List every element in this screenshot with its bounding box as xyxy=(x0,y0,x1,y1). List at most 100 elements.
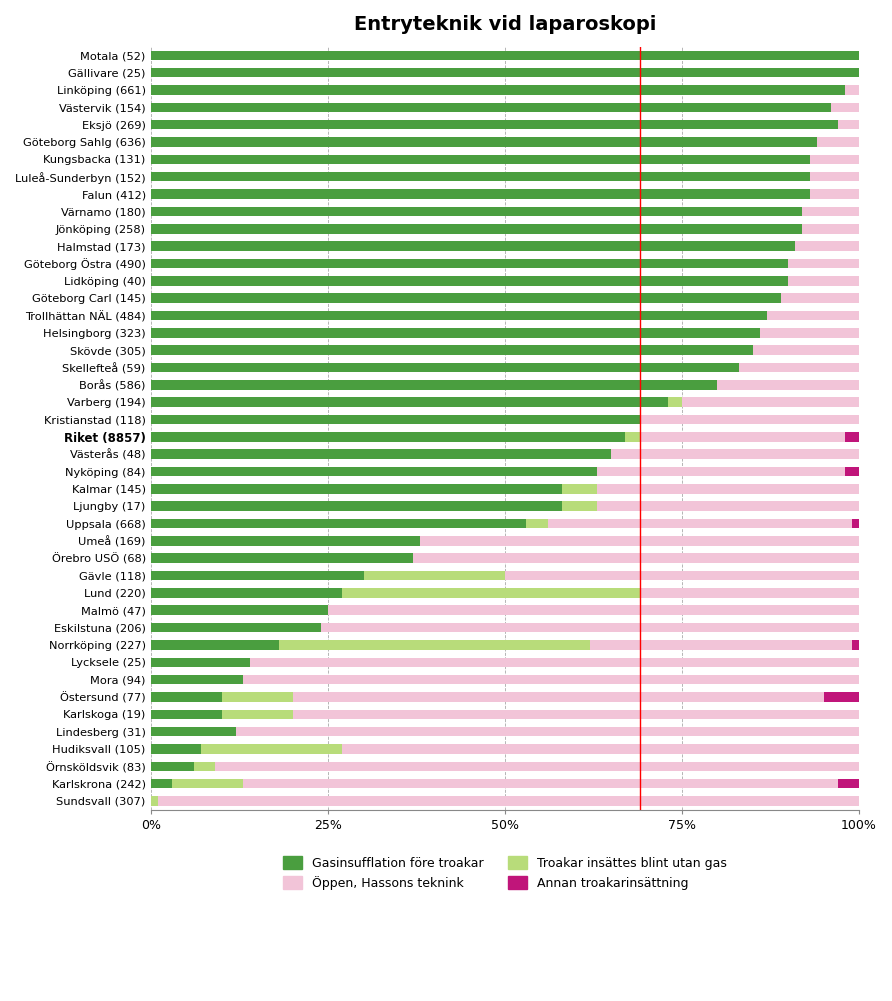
Bar xyxy=(413,554,859,563)
Bar xyxy=(151,102,830,112)
Bar xyxy=(151,51,859,60)
Bar xyxy=(151,589,343,598)
Bar xyxy=(151,120,838,129)
Bar xyxy=(158,796,859,806)
Bar xyxy=(845,85,859,95)
Bar xyxy=(151,328,760,337)
Bar xyxy=(151,154,810,164)
Bar xyxy=(343,744,859,754)
Bar xyxy=(278,641,591,650)
Bar xyxy=(201,744,343,754)
Bar xyxy=(420,537,859,546)
Bar xyxy=(796,241,859,251)
Bar xyxy=(838,779,859,789)
Bar xyxy=(823,692,859,702)
Bar xyxy=(789,276,859,285)
Legend: Gasinsufflation före troakar, Öppen, Hassons teknink, Troakar insättes blint uta: Gasinsufflation före troakar, Öppen, Has… xyxy=(278,851,732,895)
Bar xyxy=(222,710,293,719)
Bar xyxy=(293,692,823,702)
Bar xyxy=(845,432,859,441)
Bar xyxy=(803,224,859,233)
Bar xyxy=(151,310,767,320)
Bar xyxy=(597,484,859,493)
Bar xyxy=(640,432,845,441)
Bar xyxy=(151,224,803,233)
Title: Entryteknik vid laparoskopi: Entryteknik vid laparoskopi xyxy=(354,15,657,34)
Bar xyxy=(151,362,739,372)
Bar xyxy=(810,154,859,164)
Bar xyxy=(151,432,625,441)
Bar xyxy=(293,710,859,719)
Bar xyxy=(151,258,789,268)
Bar xyxy=(151,658,251,667)
Bar xyxy=(151,744,201,754)
Bar xyxy=(803,206,859,216)
Bar xyxy=(251,658,859,667)
Bar xyxy=(151,484,562,493)
Bar xyxy=(611,449,859,458)
Bar xyxy=(845,466,859,476)
Bar xyxy=(244,675,859,685)
Bar xyxy=(810,172,859,181)
Bar xyxy=(640,414,859,424)
Bar xyxy=(781,293,859,303)
Bar xyxy=(625,432,640,441)
Bar xyxy=(151,172,810,181)
Bar xyxy=(151,762,194,771)
Bar xyxy=(364,571,505,581)
Bar xyxy=(151,276,789,285)
Bar xyxy=(151,710,222,719)
Bar xyxy=(151,675,244,685)
Bar xyxy=(215,762,859,771)
Bar xyxy=(789,258,859,268)
Bar xyxy=(562,502,597,511)
Bar xyxy=(151,537,420,546)
Bar xyxy=(717,380,859,389)
Bar xyxy=(668,397,682,407)
Bar xyxy=(682,397,859,407)
Bar xyxy=(151,241,796,251)
Bar xyxy=(151,796,158,806)
Bar xyxy=(526,519,548,529)
Bar xyxy=(151,779,172,789)
Bar xyxy=(194,762,215,771)
Bar xyxy=(562,484,597,493)
Bar xyxy=(151,189,810,199)
Bar xyxy=(760,328,859,337)
Bar xyxy=(321,623,859,633)
Bar xyxy=(597,466,845,476)
Bar xyxy=(816,137,859,147)
Bar xyxy=(852,519,859,529)
Bar xyxy=(753,345,859,355)
Bar xyxy=(767,310,859,320)
Bar xyxy=(640,589,859,598)
Bar xyxy=(151,519,526,529)
Bar xyxy=(151,466,597,476)
Bar xyxy=(830,102,859,112)
Bar xyxy=(151,380,717,389)
Bar xyxy=(739,362,859,372)
Bar xyxy=(548,519,852,529)
Bar xyxy=(151,345,753,355)
Bar xyxy=(597,502,859,511)
Bar xyxy=(151,692,222,702)
Bar xyxy=(505,571,859,581)
Bar xyxy=(236,727,859,737)
Bar xyxy=(151,137,816,147)
Bar xyxy=(852,641,859,650)
Bar xyxy=(591,641,852,650)
Bar xyxy=(151,449,611,458)
Bar xyxy=(244,779,838,789)
Bar xyxy=(151,623,321,633)
Bar xyxy=(343,589,640,598)
Bar xyxy=(172,779,244,789)
Bar xyxy=(151,554,413,563)
Bar xyxy=(810,189,859,199)
Bar xyxy=(222,692,293,702)
Bar xyxy=(838,120,859,129)
Bar xyxy=(151,606,328,615)
Bar xyxy=(328,606,859,615)
Bar xyxy=(151,641,278,650)
Bar xyxy=(151,206,803,216)
Bar xyxy=(151,414,640,424)
